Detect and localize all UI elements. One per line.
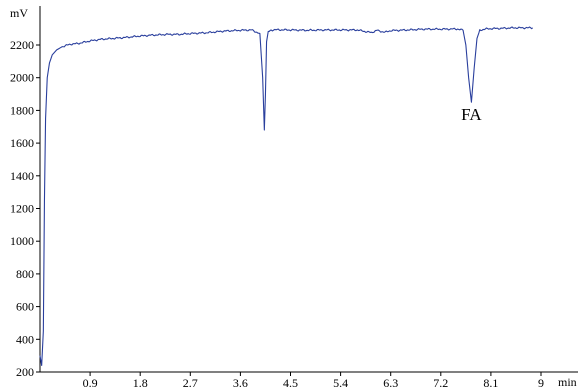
x-tick-label: 6.3 <box>383 376 398 390</box>
y-tick-label: 800 <box>16 267 34 281</box>
y-tick-label: 400 <box>16 332 34 346</box>
peak-annotation: FA <box>461 105 482 124</box>
y-tick-label: 2200 <box>10 38 34 52</box>
x-tick-label: 8.1 <box>483 376 498 390</box>
y-ticks: 200 400 600 800 1000 1200 1400 1600 1800 2000 2200 <box>10 38 40 379</box>
x-tick-label: 7.2 <box>433 376 448 390</box>
y-tick-label: 600 <box>16 300 34 314</box>
y-tick-label: 1800 <box>10 103 34 117</box>
y-tick-label: 1600 <box>10 136 34 150</box>
y-tick-label: 200 <box>16 365 34 379</box>
x-tick-label: 2.7 <box>183 376 198 390</box>
x-ticks: 0.9 1.8 2.7 3.6 4.5 5.4 6.3 7.2 8.1 9 <box>83 372 544 390</box>
x-tick-label: 3.6 <box>233 376 248 390</box>
axes <box>39 6 578 373</box>
y-tick-label: 1000 <box>10 234 34 248</box>
y-tick-label: 1200 <box>10 202 34 216</box>
y-tick-label: 2000 <box>10 71 34 85</box>
annotations: FA <box>461 105 482 124</box>
x-tick-label: 5.4 <box>333 376 348 390</box>
x-tick-label: 9 <box>538 376 544 390</box>
x-unit-label: min <box>558 375 577 389</box>
signal-trace <box>39 26 533 367</box>
y-unit-label: mV <box>10 6 28 20</box>
x-tick-label: 0.9 <box>83 376 98 390</box>
x-tick-label: 4.5 <box>283 376 298 390</box>
y-tick-label: 1400 <box>10 169 34 183</box>
x-tick-label: 1.8 <box>133 376 148 390</box>
